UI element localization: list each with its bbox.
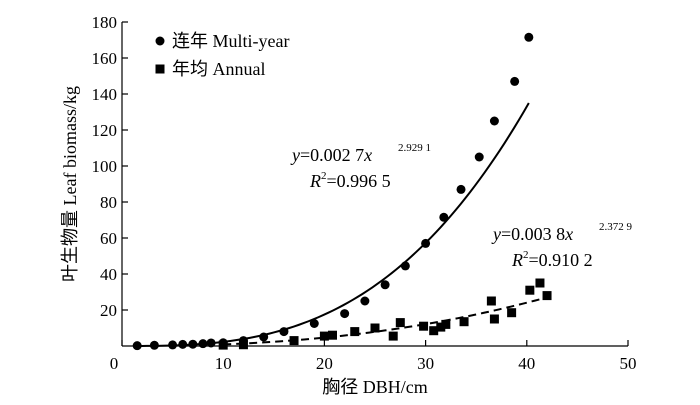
legend: 连年 Multi-year 年均 Annual [155, 31, 289, 79]
data-point-annual [436, 322, 446, 332]
y-tick-label: 160 [92, 49, 118, 68]
axis-ticks [121, 21, 629, 346]
legend-label-annual: 年均 Annual [172, 59, 266, 79]
data-point-multi-year [421, 238, 431, 248]
data-point-multi-year [456, 184, 466, 194]
data-point-annual [429, 326, 439, 336]
data-point-multi-year [132, 341, 142, 351]
x-tick-label: 20 [316, 354, 333, 373]
data-point-annual [525, 285, 535, 295]
y-tick-label: 80 [100, 193, 117, 212]
data-point-annual [218, 340, 228, 350]
r2-annual: R2=0.910 2 [511, 249, 593, 270]
data-point-multi-year [206, 338, 216, 348]
x-tick-label: 50 [620, 354, 637, 373]
equation-multi-year: y=0.002 7x 2.929 1 R2=0.996 5 [290, 142, 431, 191]
data-point-multi-year [259, 332, 269, 342]
equation-annual: y=0.003 8x 2.372 9 R2=0.910 2 [491, 221, 633, 270]
y-tick-label: 60 [100, 229, 117, 248]
data-point-annual [370, 323, 380, 333]
data-point-multi-year [340, 309, 350, 319]
data-point-multi-year [474, 152, 484, 162]
data-point-annual [419, 321, 429, 331]
x-axis-title: 胸径 DBH/cm [322, 377, 428, 397]
y-tick-label: 100 [92, 157, 118, 176]
data-point-annual [395, 318, 405, 328]
data-point-annual [542, 291, 552, 301]
data-point-multi-year [524, 32, 534, 42]
data-point-multi-year [279, 327, 289, 337]
y-tick-label: 40 [100, 265, 117, 284]
equation-multi-year-text: y=0.002 7x [290, 145, 372, 165]
legend-marker-circle [155, 36, 165, 46]
x-tick-label: 10 [215, 354, 232, 373]
fit-curve-annual [223, 296, 548, 346]
x-tick-label: 0 [110, 354, 119, 373]
x-tick-label: 30 [417, 354, 434, 373]
data-point-multi-year [380, 280, 390, 290]
equation-annual-text: y=0.003 8x [491, 224, 573, 244]
y-axis-title: 叶生物量 Leaf biomass/kg [60, 86, 80, 282]
fit-curve-multi-year [137, 102, 530, 347]
y-tick-label: 180 [92, 13, 118, 32]
y-tick-label: 20 [100, 301, 117, 320]
equation-multi-year-exponent: 2.929 1 [398, 142, 431, 154]
data-point-annual [238, 340, 248, 350]
data-point-multi-year [178, 339, 188, 349]
data-point-multi-year [198, 339, 208, 349]
r2-multi-year: R2=0.996 5 [309, 170, 391, 191]
data-point-annual [319, 331, 329, 341]
data-point-annual [486, 296, 496, 306]
data-point-multi-year [309, 319, 319, 328]
data-point-multi-year [188, 339, 198, 349]
data-point-annual [289, 336, 299, 346]
data-point-multi-year [489, 116, 499, 126]
legend-marker-square [155, 64, 165, 74]
data-point-multi-year [510, 76, 520, 86]
series-multi-year-points [132, 32, 534, 351]
data-point-multi-year [149, 340, 159, 350]
y-tick-label: 140 [92, 85, 118, 104]
x-tick-label: 40 [518, 354, 535, 373]
legend-label-multi-year: 连年 Multi-year [172, 31, 289, 51]
data-point-multi-year [168, 340, 178, 350]
axis-tick-labels: 0 10 20 30 40 50 20 40 60 80 100 120 140 160 180 [92, 13, 637, 373]
data-point-annual [388, 331, 398, 341]
data-point-annual [489, 314, 499, 324]
data-point-multi-year [360, 296, 370, 306]
data-point-annual [507, 308, 517, 318]
y-tick-label: 120 [92, 121, 118, 140]
data-point-annual [327, 330, 337, 340]
series-annual-points [218, 278, 552, 350]
data-point-multi-year [439, 212, 449, 222]
data-point-multi-year [400, 261, 410, 271]
data-point-annual [535, 278, 545, 288]
data-point-annual [441, 319, 451, 329]
equation-annual-exponent: 2.372 9 [599, 221, 633, 233]
data-point-annual [350, 327, 360, 337]
data-point-annual [459, 317, 469, 327]
